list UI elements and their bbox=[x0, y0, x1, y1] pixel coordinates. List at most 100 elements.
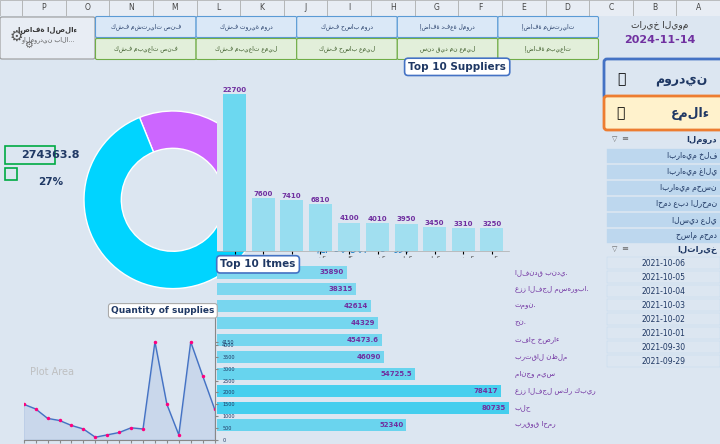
Bar bbox=[480, 229, 503, 251]
FancyBboxPatch shape bbox=[607, 213, 720, 227]
Text: G: G bbox=[433, 4, 439, 12]
Text: 42614: 42614 bbox=[344, 303, 369, 309]
Bar bbox=[217, 419, 407, 431]
FancyBboxPatch shape bbox=[196, 39, 297, 59]
FancyBboxPatch shape bbox=[633, 0, 676, 16]
Text: I: I bbox=[348, 4, 351, 12]
Text: 54725.5: 54725.5 bbox=[381, 371, 413, 377]
FancyBboxPatch shape bbox=[5, 168, 17, 180]
Text: 7600: 7600 bbox=[253, 191, 273, 197]
FancyBboxPatch shape bbox=[607, 229, 720, 243]
Bar bbox=[217, 368, 415, 381]
Text: J: J bbox=[305, 4, 307, 12]
Bar bbox=[395, 224, 418, 251]
Text: جن.: جن. bbox=[515, 320, 527, 326]
FancyBboxPatch shape bbox=[22, 0, 66, 16]
Text: 3450: 3450 bbox=[425, 220, 444, 226]
FancyBboxPatch shape bbox=[197, 0, 240, 16]
Text: إضافة مشتريات: إضافة مشتريات bbox=[522, 24, 575, 30]
FancyBboxPatch shape bbox=[371, 0, 415, 16]
Wedge shape bbox=[84, 118, 261, 289]
FancyBboxPatch shape bbox=[589, 0, 633, 16]
Text: إضافة الصلاء: إضافة الصلاء bbox=[18, 27, 77, 33]
Bar bbox=[217, 401, 509, 414]
FancyBboxPatch shape bbox=[607, 257, 720, 269]
Text: كشف مبيعات عميل: كشف مبيعات عميل bbox=[215, 46, 277, 52]
FancyBboxPatch shape bbox=[0, 0, 22, 16]
Text: 274363.8: 274363.8 bbox=[22, 151, 80, 160]
FancyBboxPatch shape bbox=[604, 96, 720, 130]
Text: بلح: بلح bbox=[515, 404, 531, 411]
Bar bbox=[217, 266, 347, 278]
Text: 732576.3: 732576.3 bbox=[317, 268, 375, 278]
Bar bbox=[423, 227, 446, 251]
Text: 44329: 44329 bbox=[350, 320, 374, 326]
Text: 52340: 52340 bbox=[379, 422, 404, 428]
Text: تاريخ اليوم: تاريخ اليوم bbox=[631, 21, 689, 31]
Bar bbox=[223, 95, 246, 251]
FancyBboxPatch shape bbox=[607, 271, 720, 283]
Wedge shape bbox=[140, 111, 258, 186]
Text: Quantity of supplies: Quantity of supplies bbox=[111, 306, 215, 315]
FancyBboxPatch shape bbox=[458, 0, 502, 16]
Text: P: P bbox=[42, 4, 46, 12]
Text: Top 10 Itmes: Top 10 Itmes bbox=[220, 259, 296, 270]
Bar bbox=[217, 317, 377, 329]
Text: احمد عبد الرحمن: احمد عبد الرحمن bbox=[656, 199, 717, 209]
Text: ابراهيم خلف: ابراهيم خلف bbox=[667, 151, 717, 160]
FancyBboxPatch shape bbox=[546, 0, 589, 16]
Text: موردين: موردين bbox=[656, 72, 708, 86]
Bar bbox=[217, 300, 372, 313]
Text: ▽: ▽ bbox=[612, 136, 618, 142]
FancyBboxPatch shape bbox=[607, 165, 720, 179]
Text: السيد علي: السيد علي bbox=[672, 215, 717, 225]
FancyBboxPatch shape bbox=[498, 39, 598, 59]
Text: تفاح خضراء: تفاح خضراء bbox=[515, 337, 559, 344]
Text: 78417: 78417 bbox=[473, 388, 498, 394]
Text: 22700: 22700 bbox=[222, 87, 247, 93]
Text: 38315: 38315 bbox=[329, 286, 353, 292]
Text: E: E bbox=[521, 4, 526, 12]
Text: Plot Area: Plot Area bbox=[30, 367, 74, 377]
Text: والموردين بالا...: والموردين بالا... bbox=[21, 36, 74, 44]
Text: التاريخ: التاريخ bbox=[677, 245, 717, 254]
Text: C: C bbox=[608, 4, 613, 12]
Text: ⚙: ⚙ bbox=[9, 28, 23, 44]
FancyBboxPatch shape bbox=[328, 0, 371, 16]
Text: 3250: 3250 bbox=[482, 221, 502, 227]
Text: ابراهيم غالي: ابراهيم غالي bbox=[667, 167, 717, 177]
Text: كشف حساب عميل: كشف حساب عميل bbox=[319, 46, 375, 52]
Text: ▽: ▽ bbox=[612, 246, 618, 252]
Text: سند قيد من عميل: سند قيد من عميل bbox=[420, 46, 475, 52]
FancyBboxPatch shape bbox=[196, 16, 297, 37]
FancyBboxPatch shape bbox=[607, 285, 720, 297]
Text: 7410: 7410 bbox=[282, 193, 302, 198]
Text: 2021-10-03: 2021-10-03 bbox=[642, 301, 685, 309]
Text: 35890: 35890 bbox=[320, 269, 344, 275]
Text: إضافة دفعة لمورد: إضافة دفعة لمورد bbox=[420, 24, 475, 30]
Bar bbox=[280, 200, 303, 251]
Text: ≡: ≡ bbox=[621, 135, 629, 143]
FancyBboxPatch shape bbox=[607, 197, 720, 211]
Text: D: D bbox=[564, 4, 570, 12]
Text: H: H bbox=[390, 4, 396, 12]
Text: كشف تورية مورد: كشف تورية مورد bbox=[220, 24, 273, 30]
Text: برتقال نظلم: برتقال نظلم bbox=[515, 353, 567, 361]
Bar bbox=[217, 334, 382, 346]
Text: 27%: 27% bbox=[38, 177, 63, 187]
FancyBboxPatch shape bbox=[0, 17, 95, 59]
Text: F: F bbox=[478, 4, 482, 12]
Bar bbox=[366, 223, 389, 251]
Text: N: N bbox=[128, 4, 134, 12]
Text: كشف حساب مورد: كشف حساب مورد bbox=[321, 24, 373, 30]
FancyBboxPatch shape bbox=[502, 0, 546, 16]
FancyBboxPatch shape bbox=[607, 341, 720, 353]
Text: L: L bbox=[216, 4, 220, 12]
Bar bbox=[452, 228, 474, 251]
FancyBboxPatch shape bbox=[109, 0, 153, 16]
Text: K: K bbox=[259, 4, 264, 12]
Text: إجمالي قيمة التوريدات: إجمالي قيمة التوريدات bbox=[317, 244, 426, 254]
Text: 👤: 👤 bbox=[616, 106, 624, 120]
Text: برقوق احمر: برقوق احمر bbox=[515, 421, 556, 428]
Text: ≡: ≡ bbox=[621, 245, 629, 254]
